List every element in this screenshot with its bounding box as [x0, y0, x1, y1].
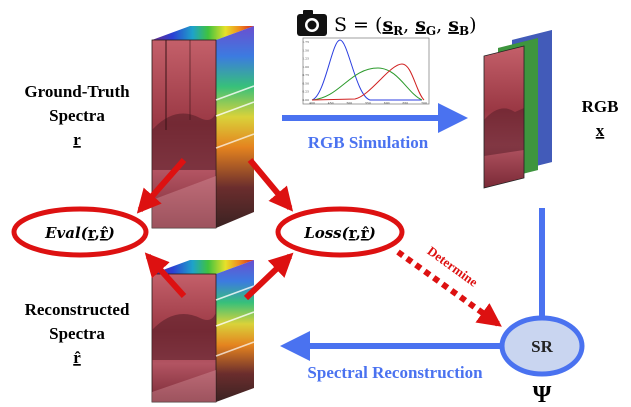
determine-arrow: [396, 249, 502, 327]
camera-icon: [297, 10, 327, 36]
loss-node: [275, 206, 405, 258]
rec-symbol: r̂: [73, 348, 81, 367]
gt-to-eval-arrow: [136, 158, 187, 214]
sensitivity-inset-chart: 0.00 0.25 0.50 0.75 1.00 1.25 1.50 1.75 400 450 5…: [302, 37, 430, 105]
gt-symbol: r: [73, 130, 81, 149]
rec-label-line2: Spectra: [49, 324, 105, 343]
psi-symbol: Ψ: [533, 382, 552, 407]
loss-expression: Loss(r,r̂): [303, 224, 376, 242]
gt-label-line1: Ground-Truth: [24, 82, 130, 101]
rec-label-line1: Reconstructed: [25, 300, 130, 319]
gt-to-loss-arrow: [247, 158, 294, 212]
inset-x-tick-label: 450: [328, 101, 334, 105]
red-sensitivity-curve: [311, 63, 425, 101]
determine-label: Determine: [425, 243, 481, 290]
rgb-simulation-label: RGB Simulation: [308, 133, 429, 152]
ground-truth-cube: [151, 26, 255, 229]
inset-x-tick-label: 550: [365, 101, 371, 105]
spectral-reconstruction-label: Spectral Reconstruction: [307, 363, 483, 382]
inset-y-tick-label: 0.50: [302, 81, 309, 85]
inset-y-tick-label: 1.75: [302, 40, 309, 44]
inset-y-tick-label: 1.25: [302, 57, 309, 61]
green-sensitivity-curve: [311, 67, 423, 101]
inset-x-tick-label: 400: [309, 101, 315, 105]
sr-label: SR: [531, 337, 553, 356]
rgb-image-stack: [483, 30, 552, 189]
inset-y-tick-label: 0.75: [302, 73, 309, 77]
rgb-label: RGB: [582, 97, 619, 116]
inset-y-tick-label: 1.50: [302, 48, 309, 52]
reconstructed-cube: [151, 260, 255, 403]
inset-x-tick-label: 700: [421, 101, 427, 105]
rgb-symbol: x: [596, 121, 605, 140]
eval-expression: Eval(r,r̂): [44, 224, 115, 242]
rec-to-loss-arrow: [243, 252, 294, 301]
eval-node: [11, 206, 149, 258]
inset-y-tick-label: 0.25: [302, 90, 309, 94]
inset-y-tick-label: 1.00: [302, 65, 309, 69]
inset-y-tick-label: 0.00: [302, 98, 309, 102]
blue-sensitivity-curve: [311, 39, 422, 101]
inset-x-tick-label: 500: [346, 101, 352, 105]
inset-x-tick-label: 650: [402, 101, 408, 105]
sensitivity-formula: S = (sR, sG, sB): [334, 14, 477, 38]
gt-label-line2: Spectra: [49, 106, 105, 125]
inset-x-tick-label: 600: [384, 101, 390, 105]
rec-to-eval-arrow: [144, 252, 187, 299]
sr-node: [499, 315, 585, 377]
